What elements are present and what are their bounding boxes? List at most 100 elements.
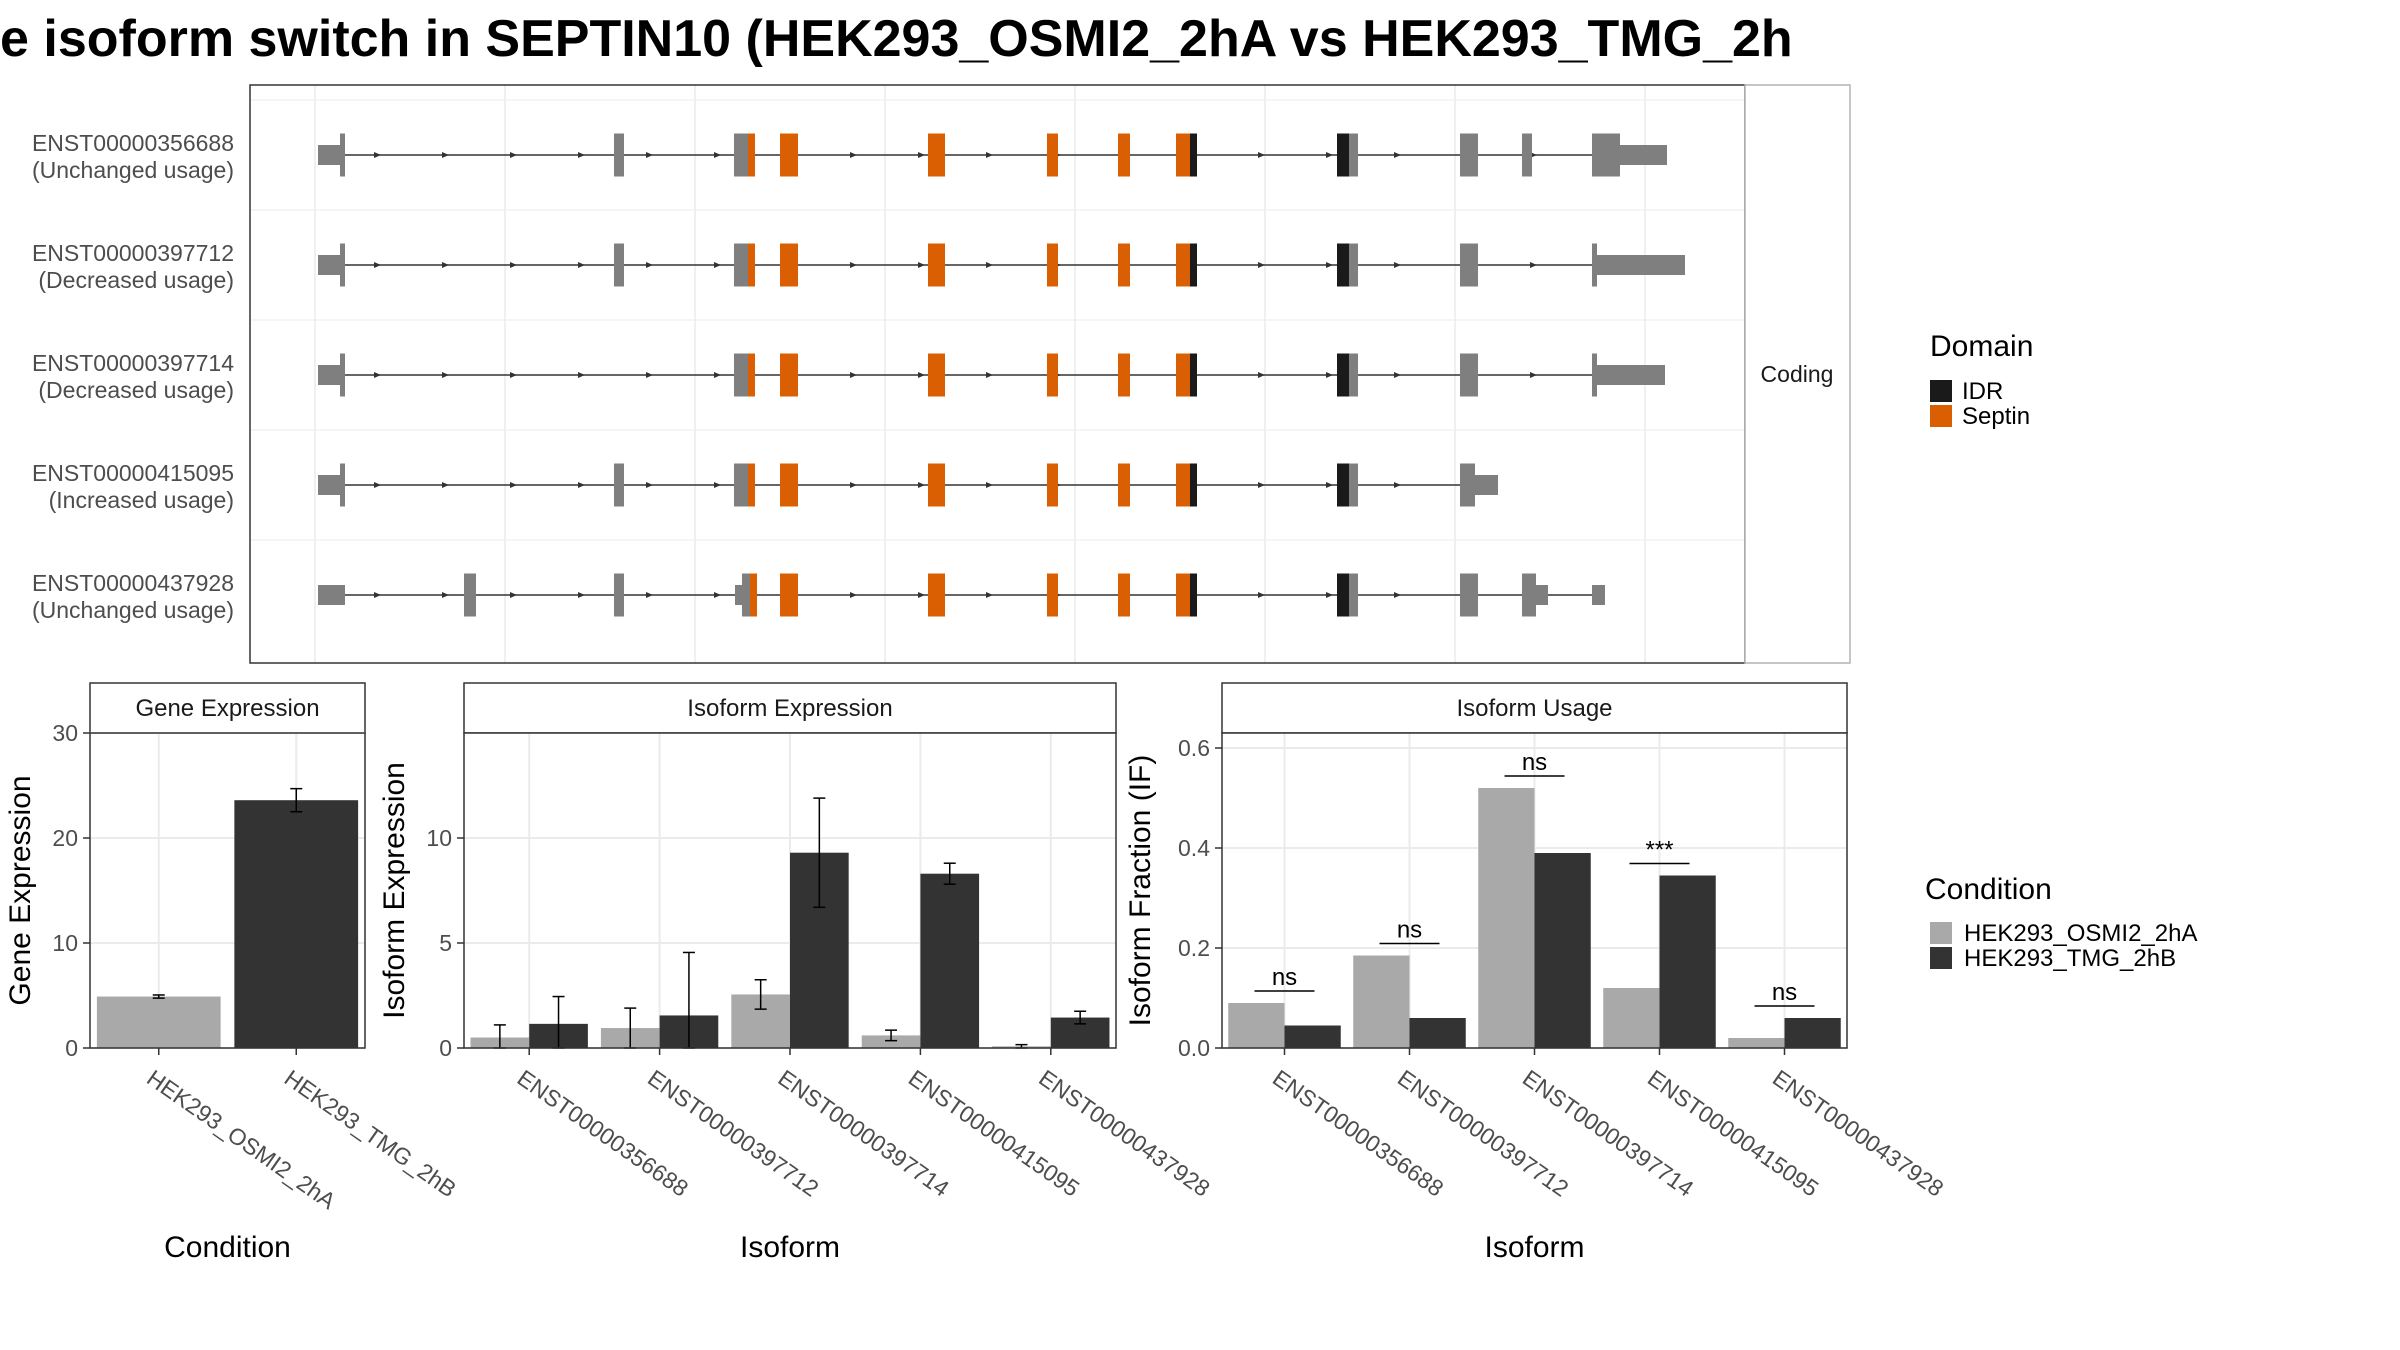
intron-arrow <box>510 152 517 158</box>
intron-arrow <box>578 152 585 158</box>
intron-arrow <box>986 592 993 598</box>
intron-arrow <box>1394 152 1401 158</box>
exon <box>1592 353 1597 397</box>
intron-arrow <box>1326 262 1333 268</box>
septin-exon <box>1176 463 1190 507</box>
intron-arrow <box>714 152 721 158</box>
idr-exon <box>1190 353 1197 397</box>
septin-exon <box>1047 463 1058 507</box>
intron-arrow <box>1394 372 1401 378</box>
exon <box>1522 573 1536 617</box>
intron-arrow <box>1258 262 1265 268</box>
exon <box>734 463 748 507</box>
transcript-usage-label: (Unchanged usage) <box>32 597 234 623</box>
intron-arrow <box>1258 482 1265 488</box>
panel-strip-label: Gene Expression <box>135 695 319 722</box>
intron-arrow <box>714 372 721 378</box>
y-tick-label: 0 <box>439 1035 452 1061</box>
septin-exon <box>750 573 757 617</box>
intron-arrow <box>578 372 585 378</box>
septin-exon <box>1118 243 1130 287</box>
intron-arrow <box>1394 482 1401 488</box>
bar <box>1728 1038 1785 1048</box>
intron-arrow <box>578 592 585 598</box>
intron-arrow <box>1326 372 1333 378</box>
structure-panel-bg <box>250 85 1745 663</box>
idr-exon <box>1190 463 1197 507</box>
y-tick-label: 0 <box>65 1035 78 1061</box>
significance-label: ns <box>1772 979 1797 1006</box>
intron-arrow <box>578 482 585 488</box>
exon <box>340 463 345 507</box>
exon <box>318 255 340 275</box>
domain-legend-swatch <box>1930 405 1952 427</box>
intron-arrow <box>850 262 857 268</box>
domain-legend-swatch <box>1930 380 1952 402</box>
intron-arrow <box>646 482 653 488</box>
intron-arrow <box>1394 262 1401 268</box>
intron-arrow <box>646 262 653 268</box>
exon <box>318 365 340 385</box>
panel-strip <box>89 682 366 734</box>
intron-arrow <box>646 592 653 598</box>
transcript-usage-label: (Increased usage) <box>49 487 234 513</box>
bar <box>1353 955 1410 1048</box>
transcript-id-label: ENST00000415095 <box>32 460 234 486</box>
intron-arrow <box>850 372 857 378</box>
exon <box>614 133 624 177</box>
exon <box>1597 365 1665 385</box>
intron-arrow <box>986 482 993 488</box>
intron-arrow <box>918 262 925 268</box>
y-tick-label: 30 <box>52 720 78 746</box>
exon <box>614 573 624 617</box>
gene-structure-panel: ENST00000356688(Unchanged usage)ENST0000… <box>32 84 1851 664</box>
septin-exon <box>928 133 945 177</box>
x-axis-title: Condition <box>164 1231 291 1264</box>
intron-arrow <box>1394 592 1401 598</box>
idr-exon <box>1337 353 1349 397</box>
exon <box>1460 573 1478 617</box>
septin-exon <box>748 463 755 507</box>
intron-arrow <box>918 372 925 378</box>
panel-strip <box>463 682 1117 734</box>
intron-arrow <box>442 482 449 488</box>
idr-exon <box>1337 243 1349 287</box>
intron-arrow <box>1258 592 1265 598</box>
septin-exon <box>748 353 755 397</box>
exon <box>1460 463 1475 507</box>
x-axis-title: Isoform <box>740 1231 840 1264</box>
septin-exon <box>1047 243 1058 287</box>
domain-legend-label: IDR <box>1962 378 2003 405</box>
coding-strip <box>1744 84 1851 664</box>
transcript-usage-label: (Decreased usage) <box>38 267 234 293</box>
intron-arrow <box>442 152 449 158</box>
y-axis-title: Isoform Fraction (IF) <box>1124 755 1157 1027</box>
intron-arrow <box>374 482 381 488</box>
y-tick-label: 0.0 <box>1178 1035 1210 1061</box>
septin-exon <box>1176 243 1190 287</box>
domain-legend-title: Domain <box>1930 330 2033 363</box>
septin-exon <box>780 243 798 287</box>
intron-arrow <box>1530 372 1537 378</box>
y-tick-label: 0.2 <box>1178 935 1210 961</box>
exon <box>1620 145 1667 165</box>
idr-exon <box>1337 573 1349 617</box>
transcript-id-label: ENST00000437928 <box>32 570 234 596</box>
intron-arrow <box>986 152 993 158</box>
exon <box>614 243 624 287</box>
intron-arrow <box>986 372 993 378</box>
septin-exon <box>1047 573 1058 617</box>
intron-arrow <box>374 592 381 598</box>
intron-arrow <box>510 372 517 378</box>
y-tick-label: 0.4 <box>1178 835 1210 861</box>
exon <box>1349 243 1358 287</box>
condition-legend-label: HEK293_OSMI2_2hA <box>1964 920 2197 947</box>
isoform-expression-panel: Isoform Expression0510ENST00000356688ENS… <box>378 682 1215 1264</box>
septin-exon <box>1118 573 1130 617</box>
exon <box>735 585 742 605</box>
septin-exon <box>1118 463 1130 507</box>
septin-exon <box>1047 353 1058 397</box>
intron-arrow <box>714 592 721 598</box>
